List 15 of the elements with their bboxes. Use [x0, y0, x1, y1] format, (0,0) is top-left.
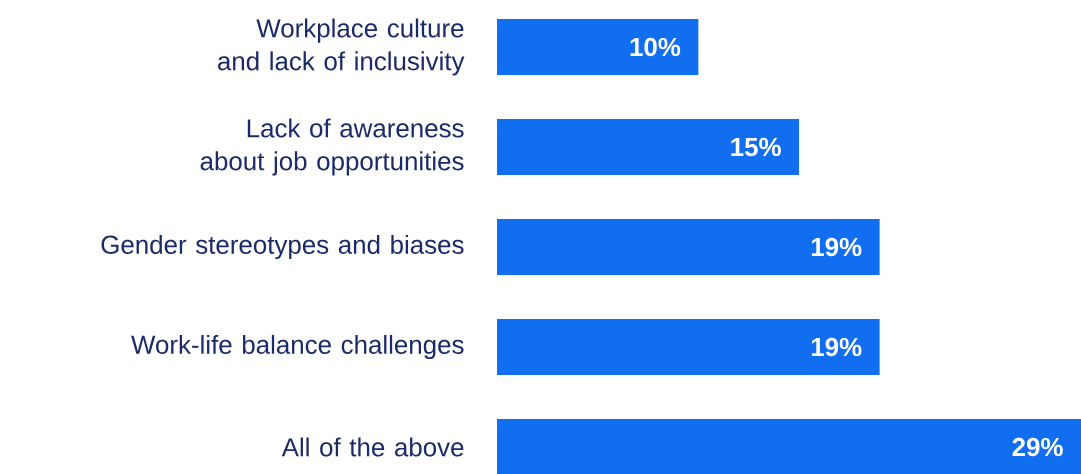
- data-label: 10%: [630, 37, 681, 57]
- y-tick-label: Workplace culture and lack of inclusivity: [218, 18, 465, 76]
- data-label: 19%: [811, 337, 862, 357]
- bar: [496, 319, 880, 375]
- bar: [496, 119, 800, 175]
- data-label: 29%: [1012, 437, 1063, 457]
- y-tick-label: All of the above: [281, 437, 464, 457]
- data-label: 15%: [731, 137, 781, 157]
- y-tick-label: Work-life balance challenges: [131, 334, 464, 360]
- y-tick-label: Gender stereotypes and biases: [101, 234, 464, 260]
- bar: [496, 219, 880, 275]
- data-label: 19%: [811, 237, 862, 257]
- y-tick-label: Lack of awareness about job opportunities: [200, 118, 464, 176]
- bar: [496, 19, 699, 75]
- bar: [496, 419, 1081, 474]
